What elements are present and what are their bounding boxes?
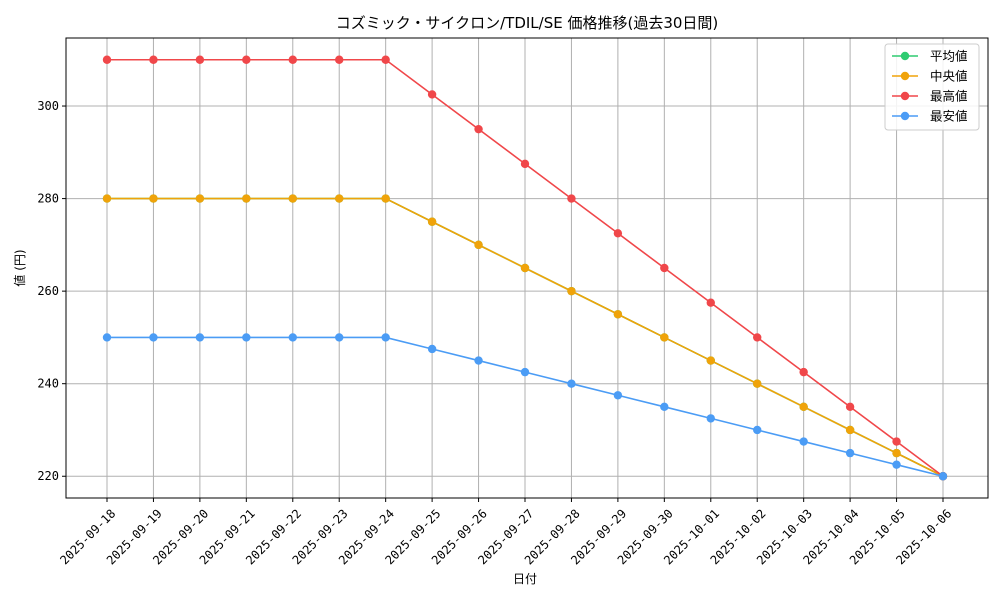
y-tick-label: 260 [37,284,59,298]
data-point [706,356,715,365]
data-point [567,286,576,296]
legend-label: 中央値 [930,69,968,84]
data-point [242,333,251,342]
data-point [102,55,112,64]
legend-item: 平均値 [892,49,968,64]
legend-swatch-marker [900,91,910,101]
data-point [427,90,437,99]
data-point [427,344,437,354]
data-point [892,448,901,458]
data-point [242,194,251,203]
data-point [102,333,112,342]
y-axis-label: 値 (円) [12,249,27,286]
data-point [102,194,112,203]
data-point [892,437,901,446]
y-tick-label: 280 [37,192,59,206]
legend-label: 平均値 [930,49,968,64]
data-point [660,263,669,273]
data-point [938,472,948,481]
data-point [660,402,669,412]
data-point [753,333,762,342]
data-point [474,124,483,134]
data-point [335,194,344,203]
series-group [102,55,948,481]
data-point [613,391,623,400]
y-tick-label: 220 [37,469,59,483]
legend-label: 最高値 [930,89,968,104]
series-3 [102,55,948,481]
data-point [520,367,530,377]
data-point [149,194,158,203]
y-tick-label: 240 [37,377,59,391]
data-point [381,194,390,203]
data-point [427,217,437,226]
legend-item: 最高値 [892,89,968,104]
data-point [660,333,669,342]
data-point [335,333,344,342]
data-point [149,333,158,342]
data-point [706,298,715,307]
data-point [706,414,715,423]
data-point [892,460,901,469]
data-point [613,229,623,238]
data-point [845,448,855,458]
data-point [799,367,808,377]
data-point [474,356,483,365]
legend-item: 最安値 [892,109,968,124]
series-4 [102,333,948,481]
plot-area-frame [65,37,989,499]
data-point [149,55,158,64]
data-point [613,310,623,319]
data-point [520,159,530,169]
legend-item: 中央値 [892,69,968,84]
data-point [288,333,297,342]
data-point [195,194,205,203]
y-tick-label: 300 [37,99,59,113]
data-point [381,55,390,64]
data-point [799,402,808,412]
data-point [195,55,205,64]
data-point [845,425,855,435]
data-point [799,437,808,446]
data-point [335,55,344,64]
legend-swatch-marker [900,71,910,81]
axis-ticks: 2025-09-182025-09-192025-09-202025-09-21… [37,99,954,567]
legend-swatch-marker [900,111,910,121]
data-point [567,379,576,388]
data-point [753,379,762,388]
data-point [242,55,251,64]
legend-swatch-marker [900,51,910,61]
data-point [845,402,855,412]
data-point [288,55,297,64]
data-point [474,240,483,250]
data-point [288,194,297,203]
data-point [520,263,530,273]
x-axis-label: 日付 [513,572,537,586]
data-point [381,333,390,342]
chart-title: コズミック・サイクロン/TDIL/SE 価格推移(過去30日間) [336,14,719,32]
legend-label: 最安値 [930,109,968,124]
legend-box [884,43,980,131]
data-point [567,194,576,203]
data-point [753,425,762,435]
data-point [195,333,205,342]
